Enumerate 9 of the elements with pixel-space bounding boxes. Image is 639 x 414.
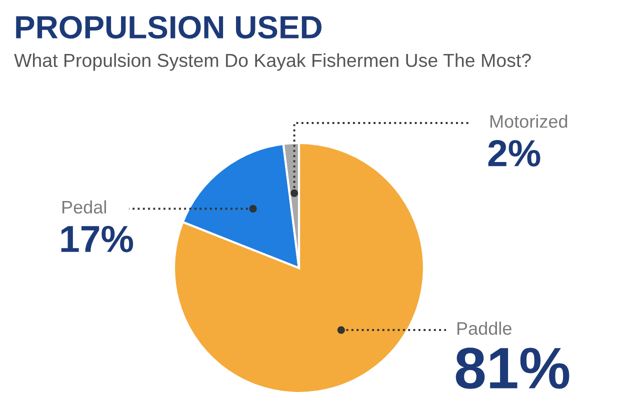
slice-label: Paddle <box>457 322 512 335</box>
data-label: 81% <box>456 348 570 389</box>
slice-label: Motorized <box>490 114 568 128</box>
pie-slice <box>172 142 426 394</box>
slice-label: Pedal <box>62 200 106 214</box>
data-label: 2% <box>488 140 540 166</box>
data-label: 17% <box>61 226 134 252</box>
chart-title: PROPULSION USED <box>16 16 322 39</box>
chart-subtitle: What Propulsion System Do Kayak Fishermen Use The Most? <box>14 53 531 71</box>
